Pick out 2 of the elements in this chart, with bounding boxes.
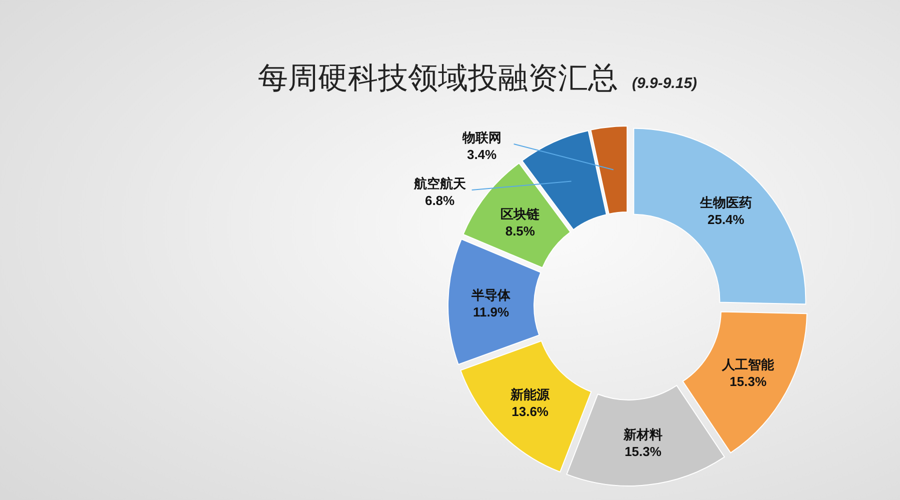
subtitle: (9.9-9.15): [632, 75, 698, 92]
title: 每周硬科技领域投融资汇总: [258, 62, 618, 95]
